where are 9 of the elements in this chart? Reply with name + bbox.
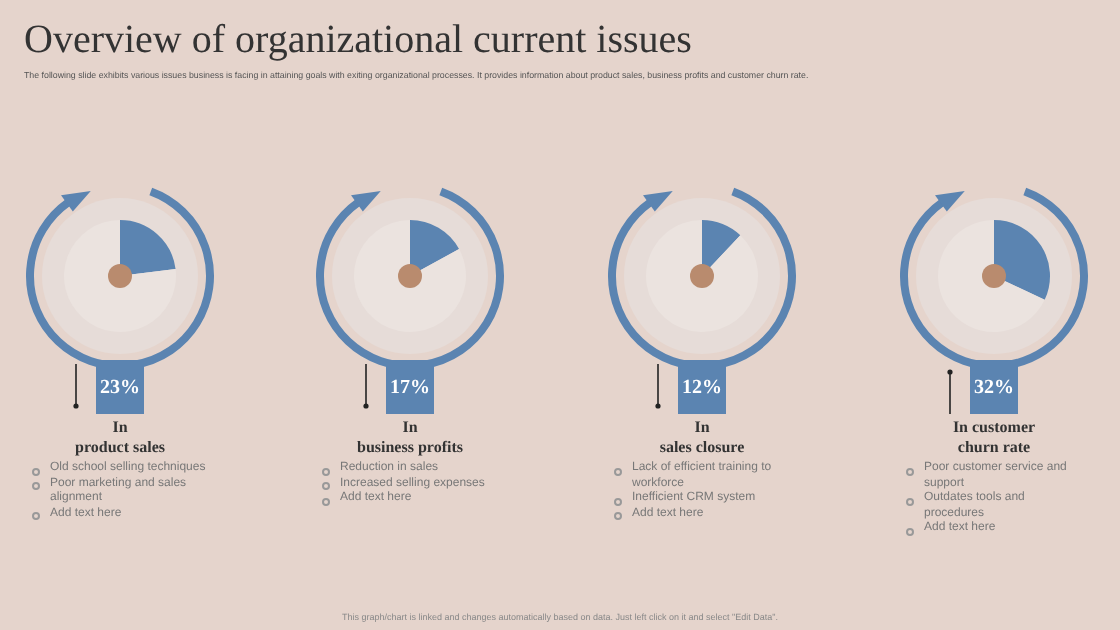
text: 23% bbox=[100, 377, 140, 400]
text: In product sales bbox=[73, 418, 167, 458]
text: 17% bbox=[390, 377, 430, 400]
text: In business profits bbox=[355, 418, 465, 458]
text: In customer churn rate bbox=[950, 418, 1038, 458]
text: Overview of organizational current issues bbox=[24, 18, 692, 64]
text: In sales closure bbox=[657, 418, 747, 458]
text: 32% bbox=[974, 377, 1014, 400]
text: 12% bbox=[682, 377, 722, 400]
